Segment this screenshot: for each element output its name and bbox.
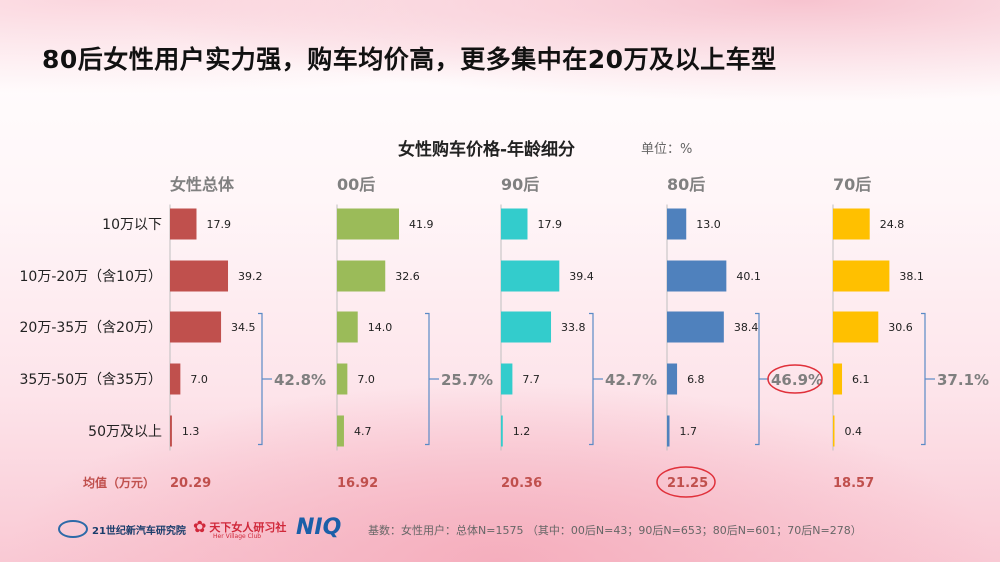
bar [833, 208, 870, 240]
data-label: 41.9 [409, 218, 434, 231]
bracket-label: 25.7% [441, 371, 493, 389]
bracket [921, 312, 926, 446]
data-label: 1.3 [182, 425, 200, 438]
chart-title: 女性购车价格-年龄细分 [398, 140, 576, 160]
logo-niq: NIQ [296, 515, 342, 540]
data-label: 13.0 [696, 218, 721, 231]
logo-her-village: ✿ 天下女人研习社 Her Village Club [193, 517, 287, 541]
data-label: 32.6 [395, 270, 420, 283]
data-label: 7.7 [522, 373, 540, 386]
data-label: 1.7 [680, 425, 698, 438]
category-label: 35万-50万（含35万） [20, 372, 163, 388]
institute-name: 21世纪新汽车研究院 [92, 525, 186, 537]
data-label: 38.1 [899, 270, 924, 283]
bar [833, 260, 890, 292]
category-label: 10万-20万（含10万） [20, 269, 163, 285]
data-label: 7.0 [357, 373, 375, 386]
bar [833, 311, 879, 343]
logo-21st-century-institute: 21世纪新汽车研究院 [58, 520, 186, 538]
series-header: 女性总体 [170, 175, 235, 194]
bar [501, 260, 560, 292]
data-label: 39.4 [569, 270, 594, 283]
bar [501, 208, 528, 240]
data-label: 40.1 [736, 270, 761, 283]
bar [833, 415, 835, 447]
bar [170, 260, 229, 292]
header-background [0, 0, 1000, 120]
data-label: 7.0 [190, 373, 208, 386]
data-label: 6.8 [687, 373, 705, 386]
bar [501, 415, 503, 447]
footer-note: 基数：女性用户：总体N=1575 （其中：00后N=43；90后N=653；80… [368, 524, 862, 537]
mean-value: 21.25 [667, 476, 708, 491]
bar [501, 363, 513, 395]
highlight-circle [767, 364, 823, 394]
data-label: 24.8 [880, 218, 905, 231]
bar [667, 415, 670, 447]
bar [170, 363, 181, 395]
page-title: 80后女性用户实力强，购车均价高，更多集中在20万及以上车型 [42, 45, 777, 74]
mean-value: 16.92 [337, 476, 378, 491]
data-label: 4.7 [354, 425, 372, 438]
bracket-label: 46.9% [771, 371, 823, 389]
bar [337, 415, 344, 447]
bar [337, 311, 358, 343]
institute-logo-icon [58, 520, 88, 538]
category-label: 20万-35万（含20万） [20, 320, 163, 336]
clover-icon: ✿ [193, 517, 207, 536]
data-label: 14.0 [368, 321, 393, 334]
highlight-circle [656, 466, 716, 498]
bar [667, 208, 687, 240]
bracket [425, 312, 430, 446]
data-label: 38.4 [734, 321, 759, 334]
data-label: 17.9 [537, 218, 562, 231]
data-label: 39.2 [238, 270, 262, 283]
data-label: 1.2 [513, 425, 531, 438]
data-label: 34.5 [231, 321, 256, 334]
mean-value: 20.36 [501, 476, 542, 491]
bracket-label: 42.7% [605, 371, 657, 389]
bar [833, 363, 843, 395]
category-label: 50万及以上 [88, 424, 162, 440]
category-label: 10万以下 [102, 217, 162, 233]
series-header: 00后 [337, 175, 375, 194]
series-header: 80后 [667, 175, 705, 194]
data-label: 30.6 [888, 321, 913, 334]
bar [667, 311, 724, 343]
mean-row-label: 均值（万元） [83, 475, 155, 490]
data-label: 0.4 [845, 425, 863, 438]
bar [170, 208, 197, 240]
mean-value: 20.29 [170, 476, 211, 491]
unit-label: 单位：% [641, 142, 693, 157]
bracket-label: 42.8% [274, 371, 326, 389]
bracket [589, 312, 594, 446]
bar [667, 260, 727, 292]
bar [501, 311, 552, 343]
bar [170, 311, 222, 343]
series-header: 90后 [501, 175, 539, 194]
bracket-label: 37.1% [937, 371, 989, 389]
mean-value: 18.57 [833, 476, 874, 491]
bar [337, 363, 348, 395]
bar [667, 363, 678, 395]
series-header: 70后 [833, 175, 871, 194]
her-village-name: 天下女人研习社 [209, 521, 287, 534]
data-label: 17.9 [206, 218, 231, 231]
bracket [258, 312, 263, 446]
data-label: 6.1 [852, 373, 870, 386]
her-village-subtitle: Her Village Club [213, 533, 262, 540]
bar [337, 208, 400, 240]
bar [337, 260, 386, 292]
bar [170, 415, 172, 447]
data-label: 33.8 [561, 321, 586, 334]
